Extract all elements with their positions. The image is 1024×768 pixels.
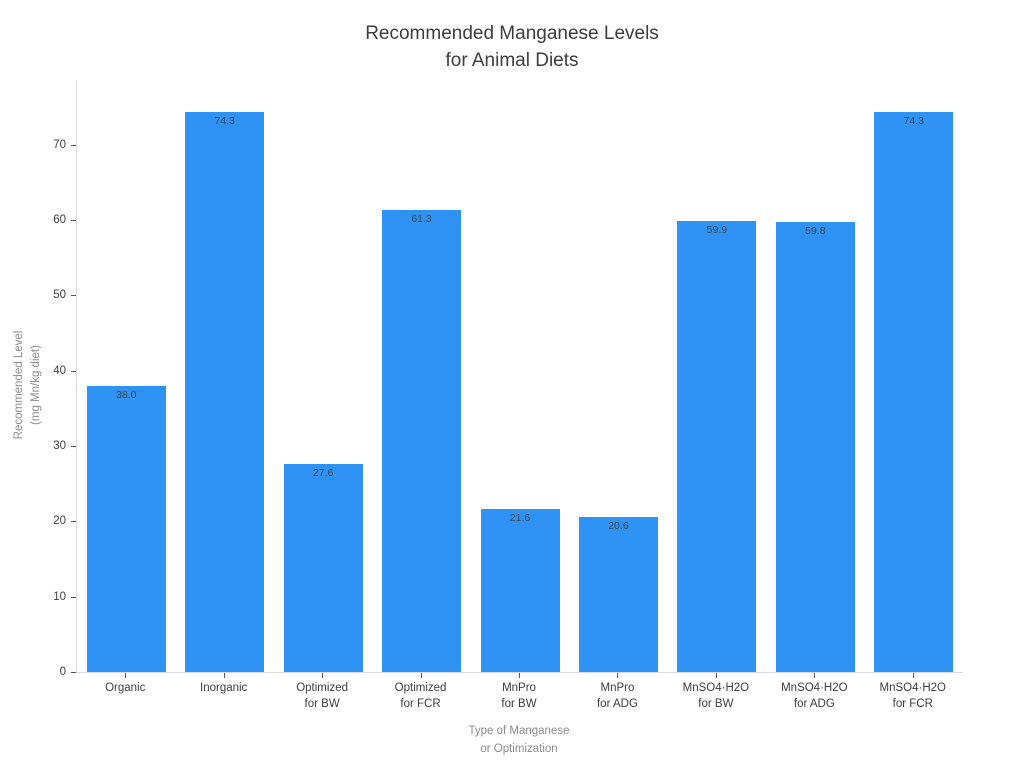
x-tick-label: MnSO4·H2O for FCR xyxy=(879,682,946,710)
x-tick-mark xyxy=(715,673,717,678)
bar: 59.9 xyxy=(677,220,757,672)
bar: 59.8 xyxy=(775,221,855,672)
y-tick-label: 30 xyxy=(53,440,66,453)
bar-value-label: 38.0 xyxy=(116,388,137,401)
x-tick-mark xyxy=(519,673,520,678)
x-tick-mark xyxy=(617,673,619,678)
bar: 27.6 xyxy=(283,464,363,672)
plot-area: 38.0 74.3 27.6 61.3 21.6 20.6 59.9 59.8 74.3 xyxy=(76,80,963,673)
y-tick-mark xyxy=(71,220,76,222)
x-tick-label: Organic xyxy=(105,682,146,694)
y-tick-mark xyxy=(71,596,76,598)
bar: 74.3 xyxy=(874,112,954,672)
y-tick-label: 60 xyxy=(53,214,66,227)
bar: 38.0 xyxy=(86,385,166,672)
x-tick-label: Optimized for FCR xyxy=(394,682,447,710)
bar-value-label: 27.6 xyxy=(312,467,334,480)
x-tick-label: MnPro for BW xyxy=(501,682,537,710)
y-axis-title: Recommended Level (mg Mn/kg diet) xyxy=(13,330,42,440)
y-tick-label: 40 xyxy=(53,364,66,377)
y-tick-mark xyxy=(71,521,76,523)
y-tick-mark xyxy=(71,672,76,673)
x-tick-mark xyxy=(125,673,127,678)
bar-value-label: 74.3 xyxy=(214,115,235,128)
x-tick-label: MnSO4·H2O for BW xyxy=(682,682,750,710)
x-axis-title: Type of Manganese or Optimization xyxy=(468,725,570,755)
y-tick-mark xyxy=(71,370,76,372)
bar-value-label: 74.3 xyxy=(903,115,924,128)
bar-value-label: 59.8 xyxy=(805,224,826,237)
x-tick-label: Inorganic xyxy=(200,682,248,694)
x-tick-label: MnPro for ADG xyxy=(596,682,638,710)
bar-value-label: 61.3 xyxy=(411,213,432,226)
bar-value-label: 20.6 xyxy=(608,519,629,532)
y-tick-label: 10 xyxy=(53,590,66,603)
y-tick-label: 20 xyxy=(53,515,66,528)
bar-value-label: 59.9 xyxy=(706,223,728,236)
y-tick-mark xyxy=(71,144,76,146)
x-tick-mark xyxy=(912,673,914,678)
x-tick-label: MnSO4·H2O for ADG xyxy=(781,682,848,710)
y-tick-label: 0 xyxy=(59,666,66,678)
y-tick-label: 50 xyxy=(53,289,66,302)
x-tick-mark xyxy=(420,673,422,678)
bar: 74.3 xyxy=(185,112,265,672)
y-tick-mark xyxy=(71,446,76,448)
x-tick-mark xyxy=(223,673,225,678)
y-tick-label: 70 xyxy=(53,138,66,151)
y-tick-mark xyxy=(71,295,76,297)
x-tick-mark xyxy=(814,673,816,678)
x-tick-mark xyxy=(322,673,324,678)
bar-value-label: 21.6 xyxy=(509,512,531,525)
x-tick-label: Optimized for BW xyxy=(296,682,348,710)
bar: 61.3 xyxy=(382,210,462,672)
bar: 20.6 xyxy=(578,516,658,672)
bar: 21.6 xyxy=(480,509,560,672)
chart-title: Recommended Manganese Levels for Animal … xyxy=(365,23,659,71)
